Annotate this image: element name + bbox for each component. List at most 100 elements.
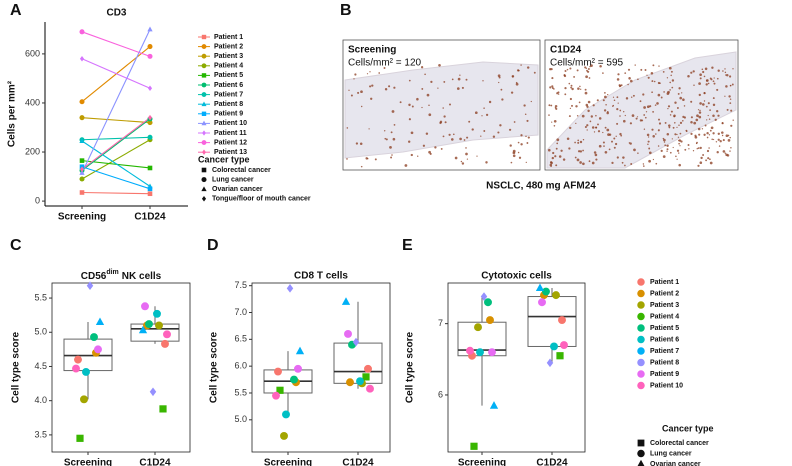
stained-cell — [579, 140, 583, 144]
stained-cell — [391, 154, 393, 156]
stained-cell — [442, 107, 444, 109]
stained-cell — [709, 161, 713, 165]
stained-cell — [620, 134, 623, 137]
stained-cell — [640, 68, 643, 71]
stained-cell — [703, 91, 706, 95]
stained-cell — [698, 133, 701, 136]
stained-cell — [533, 71, 536, 74]
stained-cell — [574, 156, 577, 159]
legend-marker — [637, 278, 645, 286]
stained-cell — [655, 133, 657, 135]
stained-cell — [647, 76, 650, 79]
legend-label: Patient 13 — [214, 149, 247, 156]
legend-label: Patient 11 — [214, 130, 247, 137]
point — [79, 170, 85, 175]
stained-cell — [564, 87, 567, 90]
stained-cell — [575, 122, 577, 125]
stained-cell — [604, 92, 606, 94]
y-tick-label: 5.0 — [34, 327, 47, 337]
stained-cell — [520, 64, 522, 66]
point — [72, 364, 80, 373]
stained-cell — [354, 73, 357, 76]
stained-cell — [510, 161, 513, 164]
point — [560, 341, 568, 349]
stained-cell — [648, 159, 651, 163]
stained-cell — [564, 93, 567, 96]
legend-label: Patient 9 — [214, 111, 243, 118]
stained-cell — [651, 91, 653, 94]
stained-cell — [526, 142, 529, 144]
x-tick-label: C1D24 — [342, 458, 374, 466]
stained-cell — [629, 122, 633, 125]
panel-label: C — [10, 237, 22, 254]
stained-cell — [679, 121, 683, 125]
point — [94, 345, 102, 354]
image-title: C1D24 — [550, 45, 582, 56]
stained-cell — [346, 158, 348, 160]
stained-cell — [650, 72, 654, 75]
stained-cell — [699, 77, 702, 80]
legend-label: Tongue/floor of mouth cancer — [212, 196, 311, 203]
chart-title: Cytotoxic cells — [481, 271, 552, 282]
stained-cell — [669, 81, 671, 84]
x-tick-label: Screening — [264, 458, 312, 466]
stained-cell — [620, 84, 623, 87]
stained-cell — [662, 71, 665, 73]
point — [364, 364, 372, 373]
stained-cell — [425, 132, 429, 135]
stained-cell — [587, 68, 590, 70]
point — [290, 375, 298, 384]
stained-cell — [678, 87, 681, 90]
stained-cell — [668, 124, 671, 127]
stained-cell — [690, 71, 693, 74]
y-tick-label: 6.5 — [234, 334, 247, 344]
stained-cell — [555, 107, 558, 110]
chart-title: CD56dim NK cells — [81, 269, 162, 282]
point — [80, 395, 88, 404]
stained-cell — [516, 69, 520, 72]
stained-cell — [703, 75, 706, 78]
point — [274, 367, 282, 376]
stained-cell — [461, 86, 464, 89]
stained-cell — [630, 163, 633, 165]
stained-cell — [705, 83, 708, 86]
stained-cell — [389, 146, 392, 149]
stained-cell — [578, 101, 581, 104]
stained-cell — [606, 111, 609, 115]
legend-marker — [637, 459, 645, 466]
stained-cell — [647, 143, 649, 145]
point — [550, 342, 558, 351]
stained-cell — [550, 104, 553, 107]
stained-cell — [612, 105, 614, 108]
stained-cell — [637, 78, 639, 81]
title-part: CD56 — [81, 271, 107, 282]
stained-cell — [444, 121, 447, 124]
stained-cell — [730, 109, 733, 112]
stained-cell — [553, 88, 555, 90]
stained-cell — [717, 114, 720, 117]
point — [79, 158, 85, 163]
stained-cell — [710, 126, 714, 130]
stained-cell — [459, 137, 462, 141]
stained-cell — [517, 151, 520, 154]
stained-cell — [730, 124, 733, 127]
stained-cell — [551, 156, 554, 160]
stained-cell — [690, 100, 693, 103]
x-tick-label: Screening — [58, 212, 106, 223]
stained-cell — [511, 75, 514, 78]
stained-cell — [715, 141, 718, 143]
stained-cell — [582, 149, 584, 152]
stained-cell — [497, 74, 501, 78]
stained-cell — [576, 69, 579, 72]
stained-cell — [527, 136, 530, 139]
stained-cell — [555, 147, 558, 150]
stained-cell — [459, 74, 461, 76]
point — [163, 330, 171, 339]
point — [147, 191, 153, 197]
stained-cell — [718, 145, 721, 147]
stained-cell — [652, 158, 655, 161]
stained-cell — [672, 146, 674, 149]
stained-cell — [658, 122, 662, 125]
y-tick-label: 5.5 — [34, 292, 47, 302]
stained-cell — [657, 145, 660, 147]
